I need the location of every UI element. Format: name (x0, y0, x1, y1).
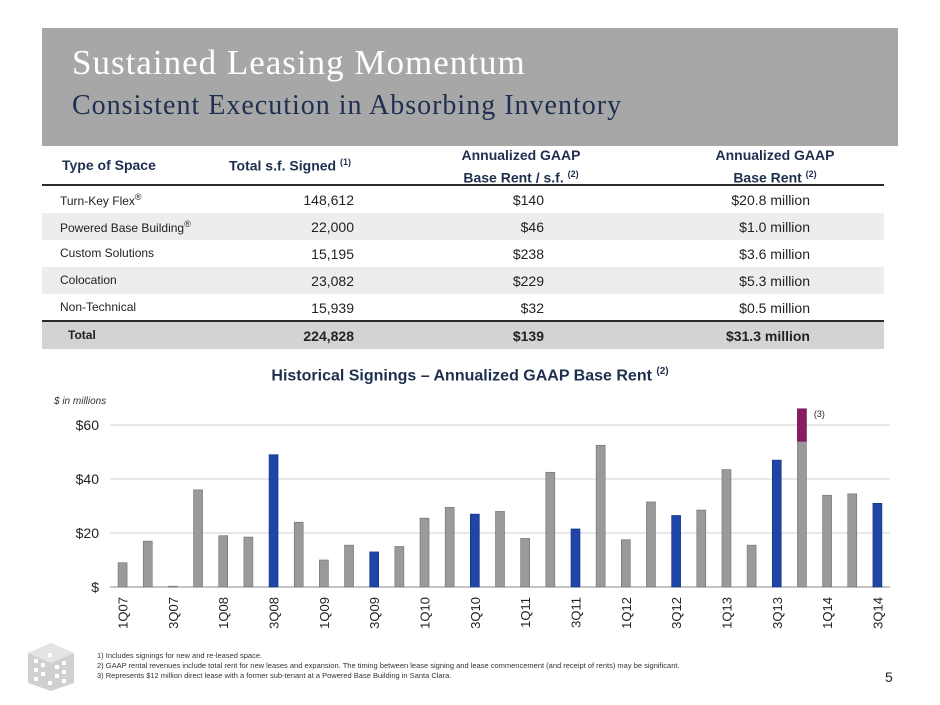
x-tick-label: 1Q10 (418, 597, 433, 629)
bar-4Q08 (293, 521, 304, 588)
bar-4Q12 (696, 509, 707, 588)
table-row: Custom Solutions 15,195 $238 $3.6 millio… (42, 240, 884, 267)
bar-1Q11 (520, 538, 530, 588)
bar-3Q07 (168, 585, 178, 588)
total-label: Total (68, 328, 96, 342)
bar-3Q10 (470, 513, 480, 588)
bar-1Q09 (319, 559, 329, 588)
x-tick-label: 1Q11 (518, 597, 533, 628)
bar-2Q08 (243, 536, 254, 588)
column-header-sf: Total s.f. Signed (1) (229, 157, 351, 174)
bar-1Q12 (621, 539, 631, 588)
table-header-rule (42, 184, 884, 186)
table-row: Non-Technical 15,939 $32 $0.5 million (42, 294, 884, 321)
footnote-2: 2) GAAP rental revenues include total re… (97, 661, 680, 670)
x-tick-label: 3Q13 (770, 597, 785, 629)
table-row: Turn-Key Flex® 148,612 $140 $20.8 millio… (42, 186, 884, 213)
bar-2Q14 (847, 493, 858, 588)
footnote-1: 1) Includes signings for new and re-leas… (97, 651, 263, 660)
bar-3Q13 (771, 459, 782, 588)
bar-4Q11 (595, 444, 606, 588)
row-sf: 15,195 (311, 246, 354, 262)
bar-annotation: (3) (814, 409, 825, 419)
x-tick-label: 3Q08 (267, 597, 282, 629)
bar-2Q07 (142, 540, 153, 588)
row-rent-psf: $140 (512, 192, 544, 208)
y-tick-label: $40 (76, 471, 100, 487)
x-tick-label: 1Q09 (317, 597, 332, 629)
row-label: Colocation (60, 273, 117, 287)
total-base-rent: $31.3 million (725, 328, 810, 344)
total-sf: 224,828 (303, 328, 354, 344)
row-label: Powered Base Building® (60, 219, 191, 235)
row-label: Turn-Key Flex® (60, 192, 142, 208)
column-header-base-rent: Annualized GAAP Base Rent (2) (715, 147, 835, 186)
bar-2Q11 (545, 471, 556, 588)
page-number: 5 (885, 669, 893, 685)
bar-1Q08 (218, 535, 229, 588)
units-label: $ in millions (54, 396, 107, 407)
row-base-rent: $5.3 million (739, 273, 810, 289)
bar-4Q10 (495, 511, 505, 588)
y-tick-label: $60 (76, 417, 100, 433)
bar-2Q09 (344, 544, 354, 588)
bar-1Q14 (822, 494, 832, 588)
x-tick-label: 1Q12 (619, 597, 634, 629)
bar-3Q14 (872, 502, 883, 588)
row-sf: 15,939 (311, 300, 354, 316)
x-tick-label: 1Q13 (719, 597, 734, 629)
y-tick-label: $20 (76, 525, 100, 541)
row-sf: 22,000 (311, 219, 354, 235)
bar-3Q11 (570, 528, 581, 588)
bar-2Q13 (746, 544, 757, 588)
y-tick-label: $ (91, 579, 99, 595)
bar-3Q12 (671, 515, 681, 588)
x-tick-label: 3Q09 (367, 597, 382, 629)
bar-4Q07 (193, 489, 203, 588)
x-tick-label: 3Q14 (870, 597, 885, 629)
column-header-type: Type of Space (62, 157, 156, 173)
footnote-3: 3) Represents $12 million direct lease w… (97, 671, 452, 680)
bar-2Q12 (646, 501, 656, 588)
x-tick-label: 1Q08 (216, 597, 231, 629)
bar-segment-direct-lease (797, 408, 807, 442)
chart-title: Historical Signings – Annualized GAAP Ba… (271, 366, 669, 385)
bar-3Q09 (369, 551, 379, 588)
x-tick-label: 3Q12 (669, 597, 684, 629)
row-sf: 23,082 (311, 273, 354, 289)
bar-2Q10 (444, 507, 455, 588)
bar-4Q13 (797, 440, 807, 588)
row-base-rent: $0.5 million (739, 300, 810, 316)
table-total-row: Total 224,828 $139 $31.3 million (42, 320, 884, 349)
bar-1Q07 (117, 562, 128, 588)
bar-1Q13 (721, 469, 732, 588)
row-rent-psf: $46 (520, 219, 544, 235)
bar-3Q08 (268, 454, 279, 588)
table-row: Powered Base Building® 22,000 $46 $1.0 m… (42, 213, 884, 240)
table-row: Colocation 23,082 $229 $5.3 million (42, 267, 884, 294)
row-sf: 148,612 (303, 192, 354, 208)
x-tick-label: 3Q10 (468, 597, 483, 629)
row-label: Non-Technical (60, 300, 137, 314)
bar-1Q10 (419, 517, 430, 588)
total-rent-psf: $139 (512, 328, 544, 344)
row-rent-psf: $238 (512, 246, 544, 262)
x-tick-label: 1Q07 (116, 597, 131, 629)
x-tick-label: 3Q07 (166, 597, 181, 629)
column-header-rent-psf: Annualized GAAP Base Rent / s.f. (2) (461, 147, 581, 186)
x-tick-label: 1Q14 (820, 597, 835, 629)
slide-title: Sustained Leasing Momentum (72, 43, 526, 82)
row-rent-psf: $229 (512, 273, 544, 289)
row-label: Custom Solutions (60, 246, 155, 260)
company-logo-icon (28, 643, 74, 691)
slide-subtitle: Consistent Execution in Absorbing Invent… (72, 90, 623, 121)
row-base-rent: $1.0 million (739, 219, 810, 235)
row-base-rent: $20.8 million (731, 192, 810, 208)
row-base-rent: $3.6 million (739, 246, 810, 262)
title-banner: Sustained Leasing Momentum Consistent Ex… (42, 28, 898, 146)
x-tick-label: 3Q11 (568, 597, 583, 628)
bar-4Q09 (394, 546, 405, 588)
row-rent-psf: $32 (520, 300, 544, 316)
